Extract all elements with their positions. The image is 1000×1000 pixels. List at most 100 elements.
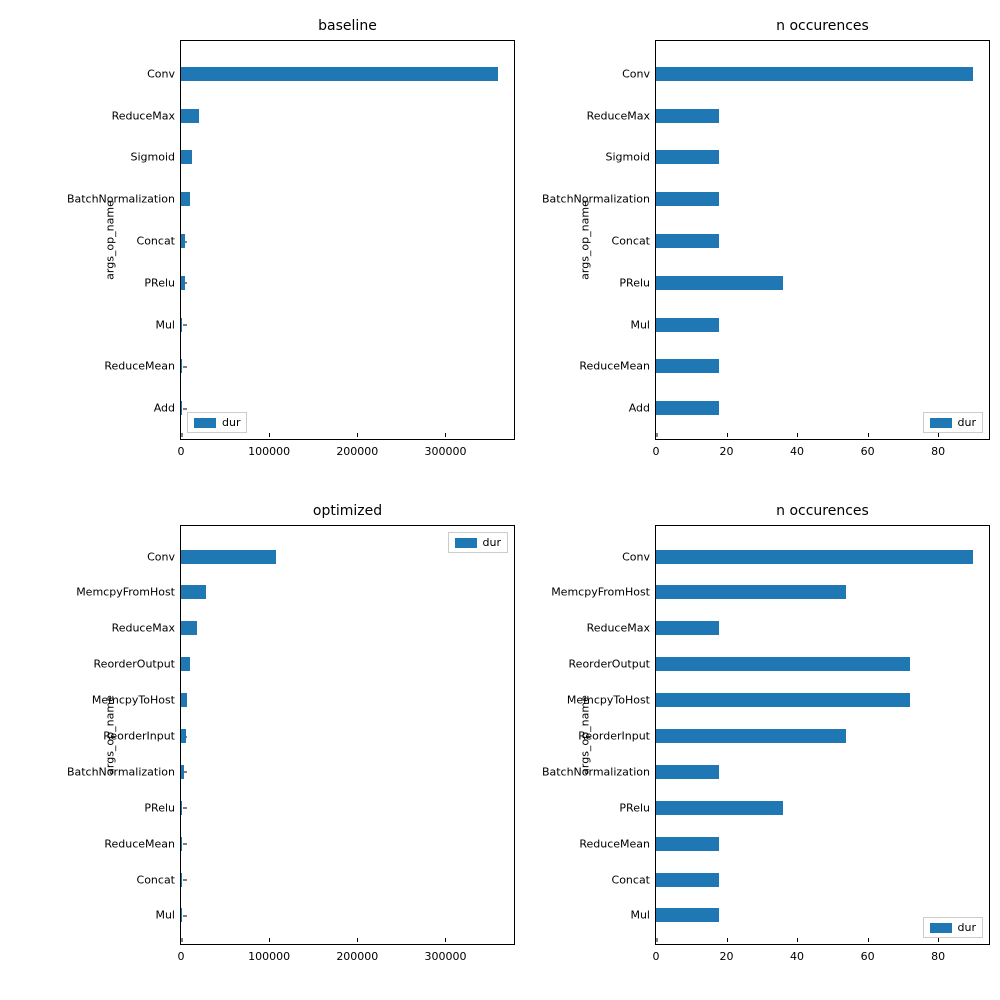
bar <box>181 109 199 123</box>
y-tick-label: ReduceMean <box>579 837 656 850</box>
bar <box>656 621 719 635</box>
x-tick-label: 80 <box>931 439 945 458</box>
bar <box>656 693 910 707</box>
y-tick-label: Concat <box>612 873 656 886</box>
x-tick-label: 200000 <box>336 439 378 458</box>
y-tick-label: ReduceMean <box>104 837 181 850</box>
bar <box>656 550 973 564</box>
y-tick-label: Mul <box>155 318 181 331</box>
x-tick-label: 100000 <box>248 944 290 963</box>
plot-area: ConvReduceMaxSigmoidBatchNormalizationCo… <box>180 40 515 440</box>
y-tick-label: PRelu <box>144 801 181 814</box>
x-tick-label: 40 <box>790 944 804 963</box>
y-tick-label: Conv <box>147 550 181 563</box>
bar <box>181 657 190 671</box>
y-tick-label: Conv <box>147 67 181 80</box>
y-tick-label: Sigmoid <box>130 151 181 164</box>
bar <box>656 837 719 851</box>
y-tick-label: Mul <box>155 909 181 922</box>
y-tick-label: MemcpyToHost <box>567 694 656 707</box>
bar <box>656 873 719 887</box>
y-tick-label: Concat <box>137 235 181 248</box>
subplot-title: baseline <box>180 18 515 34</box>
y-tick-label: ReduceMax <box>587 622 656 635</box>
y-tick-label: ReduceMax <box>112 622 181 635</box>
legend-label: dur <box>222 416 240 429</box>
y-tick-label: ReorderInput <box>578 730 656 743</box>
x-tick-label: 80 <box>931 944 945 963</box>
legend-label: dur <box>958 416 976 429</box>
bar <box>656 318 719 332</box>
bar <box>181 550 276 564</box>
x-tick-label: 0 <box>653 944 660 963</box>
bar <box>656 276 783 290</box>
y-tick-label: MemcpyFromHost <box>76 586 181 599</box>
x-tick-label: 60 <box>861 439 875 458</box>
legend-patch <box>194 418 216 428</box>
bar <box>656 765 719 779</box>
x-tick-label: 200000 <box>336 944 378 963</box>
y-tick-label: Mul <box>630 318 656 331</box>
bar <box>181 67 498 81</box>
x-tick-label: 0 <box>178 944 185 963</box>
bar <box>181 837 182 851</box>
y-tick-label: Sigmoid <box>605 151 656 164</box>
x-tick-label: 100000 <box>248 439 290 458</box>
y-tick-label: Conv <box>622 550 656 563</box>
y-tick-label: BatchNormalization <box>67 193 181 206</box>
x-tick-label: 40 <box>790 439 804 458</box>
subplot-ax1: n occurencesargs_op_nameConvReduceMaxSig… <box>655 40 990 440</box>
y-tick-label: PRelu <box>144 276 181 289</box>
bar <box>181 150 192 164</box>
legend-patch <box>930 923 952 933</box>
legend: dur <box>923 917 983 938</box>
x-tick-label: 300000 <box>424 439 466 458</box>
y-axis-label: args_op_name <box>103 200 116 280</box>
bar <box>181 621 197 635</box>
legend-patch <box>455 538 477 548</box>
legend: dur <box>187 412 247 433</box>
y-tick-label: Mul <box>630 909 656 922</box>
y-tick-label: Concat <box>612 235 656 248</box>
y-tick-label: PRelu <box>619 276 656 289</box>
bar <box>181 873 182 887</box>
x-tick-label: 300000 <box>424 944 466 963</box>
y-axis-label: args_op_name <box>578 200 591 280</box>
bar <box>656 401 719 415</box>
legend-label: dur <box>958 921 976 934</box>
bar <box>656 585 846 599</box>
y-tick-label: ReorderOutput <box>94 658 181 671</box>
bar <box>656 192 719 206</box>
y-tick-label: ReduceMax <box>112 109 181 122</box>
bar <box>656 150 719 164</box>
y-tick-label: ReduceMean <box>579 360 656 373</box>
bar <box>181 192 190 206</box>
legend-patch <box>930 418 952 428</box>
y-tick-label: MemcpyFromHost <box>551 586 656 599</box>
x-tick-label: 20 <box>720 439 734 458</box>
bar <box>181 729 186 743</box>
y-tick-label: Conv <box>622 67 656 80</box>
bar <box>181 234 185 248</box>
subplot-ax3: n occurencesargs_op_nameConvMemcpyFromHo… <box>655 525 990 945</box>
y-tick-label: BatchNormalization <box>67 765 181 778</box>
bar <box>181 276 185 290</box>
bar <box>181 585 206 599</box>
plot-area: ConvMemcpyFromHostReduceMaxReorderOutput… <box>180 525 515 945</box>
y-tick-label: ReorderInput <box>103 730 181 743</box>
bar <box>181 693 187 707</box>
subplot-title: n occurences <box>655 503 990 519</box>
legend: dur <box>448 532 508 553</box>
bar <box>656 657 910 671</box>
y-tick-label: ReorderOutput <box>569 658 656 671</box>
subplot-title: n occurences <box>655 18 990 34</box>
bar <box>656 359 719 373</box>
bar <box>181 318 182 332</box>
legend-label: dur <box>483 536 501 549</box>
figure: baselineargs_op_nameConvReduceMaxSigmoid… <box>0 0 1000 1000</box>
y-tick-label: MemcpyToHost <box>92 694 181 707</box>
bar <box>181 765 184 779</box>
bar <box>181 801 182 815</box>
bar <box>656 729 846 743</box>
y-tick-label: Concat <box>137 873 181 886</box>
